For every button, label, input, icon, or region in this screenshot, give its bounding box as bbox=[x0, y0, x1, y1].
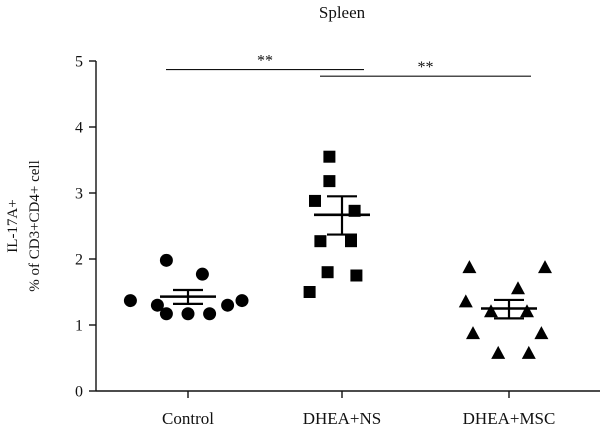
significance-label: ** bbox=[257, 53, 273, 70]
y-tick-label: 5 bbox=[75, 54, 83, 71]
data-point bbox=[491, 345, 506, 359]
data-point bbox=[150, 298, 164, 312]
data-point bbox=[181, 307, 195, 321]
data-point bbox=[350, 269, 363, 282]
data-point bbox=[159, 307, 173, 321]
y-tick-label: 3 bbox=[75, 186, 83, 203]
data-point bbox=[458, 294, 473, 308]
chart-title: Spleen bbox=[319, 3, 366, 22]
y-tick-label: 2 bbox=[75, 252, 83, 269]
significance-annotations: ** ** bbox=[166, 53, 531, 77]
x-tick-label: DHEA+MSC bbox=[463, 409, 556, 428]
data-point bbox=[323, 150, 336, 163]
axes: 0 1 2 3 4 5 Control DHEA+NS DHEA+MSC bbox=[75, 54, 600, 428]
data-point bbox=[159, 253, 173, 267]
y-tick-label: 0 bbox=[75, 384, 83, 401]
data-point bbox=[462, 260, 477, 274]
y-axis-label-line-1: IL-17A+ bbox=[5, 199, 21, 252]
y-tick-label: 4 bbox=[75, 120, 83, 137]
data-point bbox=[123, 294, 137, 308]
significance-label: ** bbox=[418, 59, 434, 76]
data-point bbox=[203, 307, 217, 321]
data-point bbox=[314, 235, 327, 248]
data-point bbox=[321, 266, 334, 279]
x-tick-label: DHEA+NS bbox=[303, 409, 382, 428]
data-point bbox=[466, 326, 480, 340]
data-point bbox=[521, 345, 536, 359]
data-point bbox=[511, 281, 525, 295]
data-point bbox=[520, 304, 534, 318]
data-point bbox=[323, 175, 336, 188]
data-point bbox=[484, 304, 498, 318]
y-tick-label: 1 bbox=[75, 318, 83, 335]
data-point bbox=[538, 260, 552, 274]
data-marks bbox=[123, 150, 552, 359]
data-point bbox=[235, 294, 249, 308]
data-point bbox=[221, 298, 235, 312]
data-point bbox=[195, 267, 209, 281]
x-tick-label: Control bbox=[162, 409, 214, 428]
data-point bbox=[345, 235, 357, 248]
y-axis-label-line-2: % of CD3+CD4+ cell bbox=[27, 160, 43, 291]
data-point bbox=[534, 326, 549, 340]
data-point bbox=[303, 286, 316, 298]
data-point bbox=[309, 194, 321, 207]
